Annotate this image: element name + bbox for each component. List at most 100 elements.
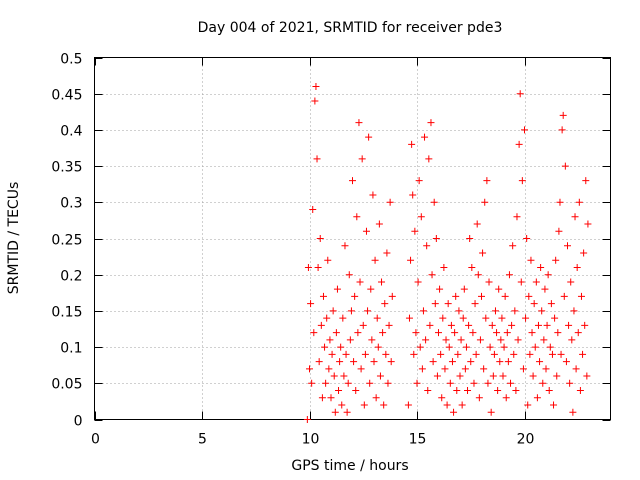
data-point	[504, 358, 512, 366]
data-point	[582, 177, 590, 185]
data-point	[480, 365, 488, 373]
data-point	[440, 263, 448, 271]
data-point	[308, 379, 316, 387]
data-point	[573, 263, 581, 271]
data-point	[441, 365, 449, 373]
data-point	[560, 292, 568, 300]
data-point	[491, 307, 499, 315]
data-point	[567, 278, 575, 286]
data-point	[426, 321, 434, 329]
data-point	[366, 379, 374, 387]
data-point	[539, 379, 547, 387]
data-point	[475, 394, 483, 402]
data-point	[333, 285, 341, 293]
data-point	[512, 387, 520, 395]
data-point	[317, 321, 325, 329]
data-point	[318, 394, 326, 402]
data-point	[517, 278, 525, 286]
data-point	[321, 343, 329, 351]
data-point	[335, 387, 343, 395]
y-tick-label: 0.3	[60, 196, 82, 212]
data-point	[417, 213, 425, 221]
data-point	[404, 401, 412, 409]
data-point	[548, 350, 556, 358]
data-point	[553, 372, 561, 380]
data-point	[448, 358, 456, 366]
data-point	[439, 314, 447, 322]
data-point	[446, 379, 454, 387]
data-point	[524, 401, 532, 409]
data-point	[328, 350, 336, 358]
data-point	[307, 300, 315, 308]
data-point	[523, 235, 531, 242]
data-point	[484, 379, 492, 387]
data-point	[424, 387, 432, 395]
data-point	[409, 191, 417, 199]
y-tick-label: 0.15	[51, 305, 82, 321]
data-point	[421, 133, 429, 141]
data-point	[581, 321, 589, 329]
data-point	[436, 285, 444, 293]
data-point	[304, 263, 312, 271]
data-point	[385, 321, 393, 329]
data-point	[540, 336, 548, 344]
data-point	[569, 408, 577, 416]
data-point	[482, 314, 490, 322]
y-tick-label: 0.5	[60, 52, 82, 68]
data-point	[537, 263, 545, 271]
y-tick-label: 0.05	[51, 377, 82, 393]
x-tick-label: 5	[198, 432, 207, 448]
data-point	[508, 321, 516, 329]
data-point	[451, 329, 459, 337]
data-point	[530, 300, 538, 308]
data-point	[361, 350, 369, 358]
data-point	[483, 177, 491, 185]
data-point	[469, 329, 477, 337]
data-point	[579, 350, 587, 358]
data-point	[303, 416, 311, 423]
data-point	[555, 227, 563, 235]
data-point	[311, 97, 319, 105]
data-point	[322, 379, 330, 387]
data-point	[349, 177, 356, 185]
data-point	[354, 329, 362, 337]
data-point	[386, 198, 394, 206]
data-point	[410, 350, 418, 358]
data-point	[510, 350, 518, 358]
data-point	[557, 350, 565, 358]
data-point	[490, 350, 498, 358]
data-point	[541, 285, 549, 293]
data-point	[437, 350, 445, 358]
data-point	[443, 401, 451, 409]
data-point	[352, 387, 360, 395]
y-tick-label: 0.1	[60, 341, 82, 357]
data-point	[507, 379, 515, 387]
data-point	[452, 292, 460, 300]
data-point	[438, 394, 446, 402]
data-point	[568, 336, 576, 344]
data-point	[526, 350, 534, 358]
data-point	[496, 358, 504, 366]
data-point	[324, 256, 332, 264]
data-point	[501, 292, 509, 300]
y-tick-label: 0.45	[51, 88, 82, 104]
data-point	[418, 365, 426, 373]
data-point	[380, 401, 388, 409]
data-point	[542, 365, 550, 373]
data-point	[429, 358, 437, 366]
data-point	[481, 198, 489, 206]
data-point	[522, 314, 530, 322]
data-point	[408, 140, 416, 148]
data-point	[533, 394, 541, 402]
data-point	[343, 408, 351, 416]
data-point	[323, 314, 331, 322]
data-points	[303, 82, 592, 423]
data-point	[388, 292, 396, 300]
data-point	[411, 227, 419, 235]
y-axis: 0 0.05 0.1 0.15 0.2 0.25 0.3 0.35 0.4 0.45 0.5	[51, 52, 611, 430]
data-point	[500, 343, 508, 351]
x-tick-label: 15	[409, 432, 427, 448]
data-point	[457, 336, 465, 344]
data-point	[384, 379, 392, 387]
data-point	[346, 336, 354, 344]
